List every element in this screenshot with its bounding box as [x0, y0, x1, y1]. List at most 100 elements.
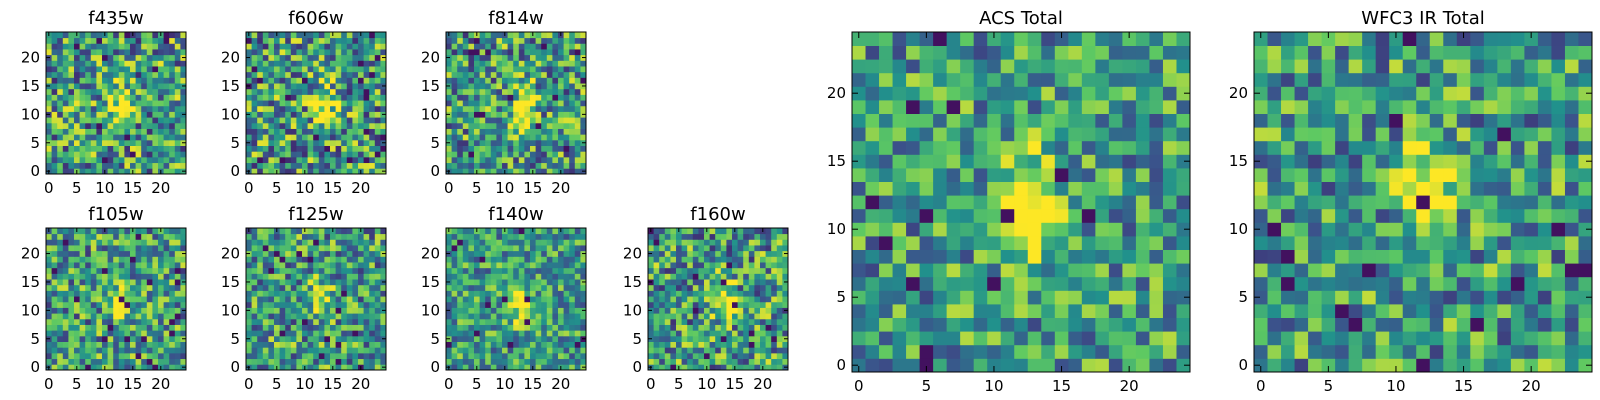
- pixel-cell: [79, 94, 86, 101]
- pixel-cell: [709, 335, 716, 342]
- pixel-cell: [57, 88, 64, 95]
- pixel-cell: [251, 279, 258, 286]
- pixel-cell: [518, 111, 525, 118]
- pixel-cell: [692, 335, 699, 342]
- pixel-cell: [1041, 304, 1056, 318]
- pixel-cell: [163, 43, 170, 50]
- pixel-cell: [290, 162, 297, 169]
- pixel-cell: [335, 273, 342, 280]
- pixel-cell: [574, 318, 581, 325]
- pixel-cell: [1176, 168, 1191, 182]
- pixel-cell: [124, 156, 131, 164]
- pixel-cell: [558, 267, 564, 274]
- pixel-cell: [330, 83, 336, 90]
- pixel-cell: [720, 347, 727, 354]
- pixel-cell: [659, 284, 666, 291]
- pixel-cell: [290, 307, 297, 314]
- pixel-cell: [341, 296, 348, 303]
- pixel-cell: [90, 60, 97, 67]
- pixel-cell: [1054, 222, 1069, 237]
- pixel-cell: [274, 139, 280, 146]
- pixel-cell: [107, 32, 114, 39]
- pixel-cell: [535, 250, 542, 257]
- pixel-cell: [146, 250, 153, 257]
- pixel-cell: [90, 77, 97, 84]
- pixel-cell: [474, 239, 480, 246]
- pixel-cell: [262, 341, 269, 348]
- pixel-cell: [251, 335, 258, 342]
- y-tick-label: 5: [430, 134, 440, 152]
- pixel-cell: [507, 43, 514, 50]
- pixel-cell: [485, 77, 492, 84]
- pixel-cell: [374, 128, 381, 135]
- pixel-cell: [296, 296, 303, 303]
- pixel-cell: [1027, 249, 1042, 264]
- pixel-cell: [296, 71, 303, 78]
- pixel-cell: [933, 181, 948, 196]
- pixel-cell: [174, 156, 181, 164]
- pixel-cell: [546, 66, 553, 73]
- pixel-cell: [892, 154, 907, 169]
- pixel-cell: [507, 256, 514, 263]
- pixel-cell: [479, 318, 486, 325]
- pixel-cell: [324, 139, 331, 146]
- pixel-cell: [369, 279, 376, 286]
- pixel-cell: [141, 347, 148, 354]
- pixel-cell: [1176, 358, 1191, 373]
- pixel-cell: [341, 66, 348, 73]
- pixel-cell: [152, 245, 159, 252]
- pixel-cell: [107, 156, 114, 164]
- pixel-cell: [296, 284, 303, 291]
- pixel-cell: [341, 156, 348, 164]
- axes-frame: [245, 31, 387, 175]
- pixel-cell: [664, 307, 671, 314]
- pixel-cell: [313, 49, 320, 56]
- pixel-cell: [268, 296, 275, 303]
- pixel-cell: [85, 162, 92, 169]
- pixel-cell: [580, 100, 587, 107]
- pixel-cell: [552, 111, 559, 118]
- x-tick-label: 0: [44, 375, 54, 393]
- pixel-cell: [1135, 236, 1150, 250]
- pixel-cell: [113, 307, 120, 314]
- pixel-cell: [726, 296, 733, 303]
- pixel-cell: [541, 43, 548, 50]
- pixel-cell: [563, 256, 570, 263]
- pixel-cell: [124, 100, 131, 107]
- pixel-cell: [485, 347, 492, 354]
- pixel-cell: [352, 358, 359, 365]
- pixel-cell: [541, 60, 548, 67]
- pixel-cell: [146, 352, 153, 360]
- pixel-cell: [51, 162, 58, 169]
- pixel-cell: [374, 145, 381, 152]
- pixel-cell: [330, 335, 336, 342]
- pixel-cell: [485, 301, 492, 308]
- pixel-cell: [771, 313, 778, 320]
- pixel-cell: [113, 60, 120, 67]
- pixel-cell: [664, 318, 671, 325]
- pixel-cell: [457, 256, 464, 263]
- pixel-cell: [130, 139, 136, 146]
- pixel-cell: [124, 43, 131, 50]
- pixel-cell: [279, 341, 286, 348]
- pixel-cell: [462, 60, 469, 67]
- pixel-cell: [180, 273, 187, 280]
- pixel-cell: [485, 256, 492, 263]
- pixel-cell: [57, 139, 64, 146]
- pixel-cell: [274, 279, 280, 286]
- pixel-cell: [698, 347, 705, 354]
- pixel-cell: [274, 162, 280, 169]
- pixel-cell: [90, 105, 97, 112]
- pixel-cell: [535, 100, 542, 107]
- pixel-cell: [135, 233, 142, 240]
- pixel-cell: [563, 139, 570, 146]
- pixel-cell: [692, 324, 699, 331]
- pixel-cell: [90, 66, 97, 73]
- pixel-cell: [346, 228, 353, 235]
- pixel-cell: [704, 233, 710, 240]
- pixel-cell: [346, 284, 353, 291]
- pixel-cell: [664, 358, 671, 365]
- pixel-cell: [704, 279, 710, 286]
- pixel-cell: [141, 139, 148, 146]
